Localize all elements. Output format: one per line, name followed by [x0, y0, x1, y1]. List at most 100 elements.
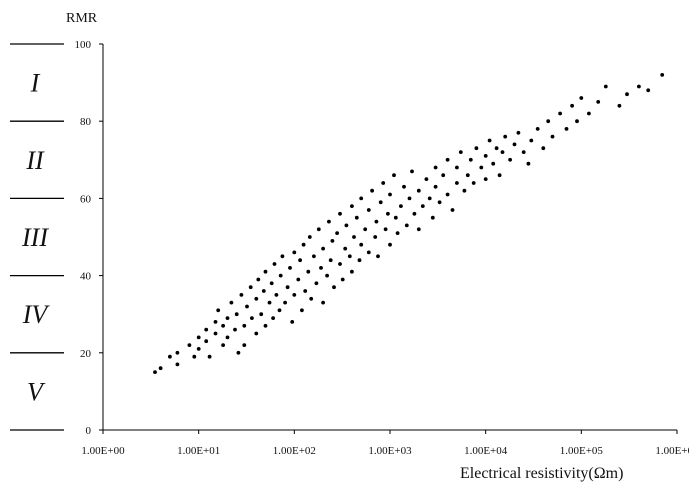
data-point: [259, 312, 264, 317]
data-point: [570, 103, 574, 108]
data-point: [256, 277, 261, 282]
rock-class-label: IV: [22, 300, 51, 329]
data-point: [433, 184, 438, 189]
data-point: [494, 146, 499, 151]
x-tick-label: 1.00E+02: [273, 445, 316, 457]
rock-class-label: II: [25, 146, 45, 175]
data-point: [363, 227, 368, 232]
data-point: [319, 266, 323, 270]
data-point: [424, 177, 429, 182]
data-point: [233, 327, 237, 332]
x-tick-label: 1.00E+00: [81, 445, 125, 457]
data-point: [347, 254, 352, 259]
data-point: [267, 300, 272, 305]
data-point: [487, 138, 492, 143]
x-tick-label: 1.00E+06: [655, 445, 689, 457]
data-point: [229, 300, 234, 305]
data-point: [471, 181, 476, 185]
tick-labels: 0 20 40 60 80 100 1.00E+00 1.00E+01 1.00E+02 1.00…: [75, 39, 689, 457]
data-point: [271, 316, 275, 320]
data-point: [263, 269, 268, 274]
data-point: [465, 173, 470, 178]
data-point: [503, 134, 508, 139]
data-point: [234, 312, 239, 317]
data-point: [420, 204, 425, 209]
data-point: [404, 223, 409, 228]
data-point: [388, 242, 392, 247]
data-point: [508, 157, 512, 162]
data-point: [445, 192, 450, 197]
data-point: [399, 204, 403, 209]
x-tick-label: 1.00E+01: [177, 445, 220, 457]
data-point: [221, 343, 226, 347]
data-point: [296, 277, 301, 282]
data-point: [388, 192, 392, 197]
data-point: [278, 273, 283, 278]
data-point: [340, 277, 345, 282]
data-point: [332, 285, 336, 290]
data-point: [491, 161, 496, 166]
data-point: [354, 215, 359, 220]
data-point: [407, 196, 412, 201]
data-point: [277, 308, 282, 313]
data-point: [325, 273, 329, 278]
data-point: [625, 92, 629, 97]
data-point: [637, 84, 641, 89]
x-axis-label: Electrical resistivity(Ωm): [460, 465, 623, 482]
data-point: [216, 308, 221, 313]
data-point: [338, 211, 342, 216]
data-point: [500, 150, 505, 155]
data-point: [433, 165, 438, 170]
y-tick-label: 0: [86, 425, 92, 437]
data-point: [225, 316, 230, 320]
data-point: [402, 184, 406, 189]
data-point: [430, 215, 435, 220]
data-point: [462, 188, 467, 193]
data-point: [526, 161, 531, 166]
data-point: [450, 208, 455, 212]
data-point: [370, 188, 374, 193]
data-point: [376, 254, 380, 259]
data-point: [393, 215, 398, 220]
data-point: [416, 227, 421, 232]
data-point: [416, 188, 421, 193]
data-point: [374, 219, 379, 224]
data-point: [521, 150, 526, 155]
data-point: [250, 316, 254, 320]
data-point: [254, 296, 259, 301]
data-point: [314, 281, 319, 286]
y-tick-label: 40: [80, 271, 92, 283]
data-point: [335, 231, 339, 236]
data-point: [187, 343, 192, 347]
data-point: [383, 227, 388, 232]
data-point: [392, 173, 396, 178]
data-point: [312, 254, 316, 259]
data-point: [236, 350, 241, 355]
data-point: [497, 173, 502, 178]
data-point: [541, 146, 546, 151]
data-point: [512, 142, 517, 147]
x-tick-label: 1.00E+03: [368, 445, 412, 457]
data-point: [248, 285, 253, 290]
data-point: [458, 150, 463, 155]
data-point: [306, 269, 311, 274]
data-point: [529, 138, 534, 143]
data-point: [558, 111, 562, 116]
data-point: [357, 258, 362, 263]
data-point: [300, 308, 304, 313]
data-point: [575, 119, 579, 124]
data-point: [285, 285, 290, 290]
data-point: [239, 293, 244, 297]
data-point: [546, 119, 551, 124]
data-point: [204, 339, 209, 344]
data-point: [468, 157, 473, 162]
data-point: [350, 204, 354, 209]
data-point: [437, 200, 442, 205]
data-point: [410, 169, 414, 174]
data-point: [479, 165, 484, 170]
data-point: [596, 100, 601, 104]
data-point: [298, 258, 302, 263]
data-point: [175, 362, 180, 367]
data-point: [288, 266, 292, 270]
